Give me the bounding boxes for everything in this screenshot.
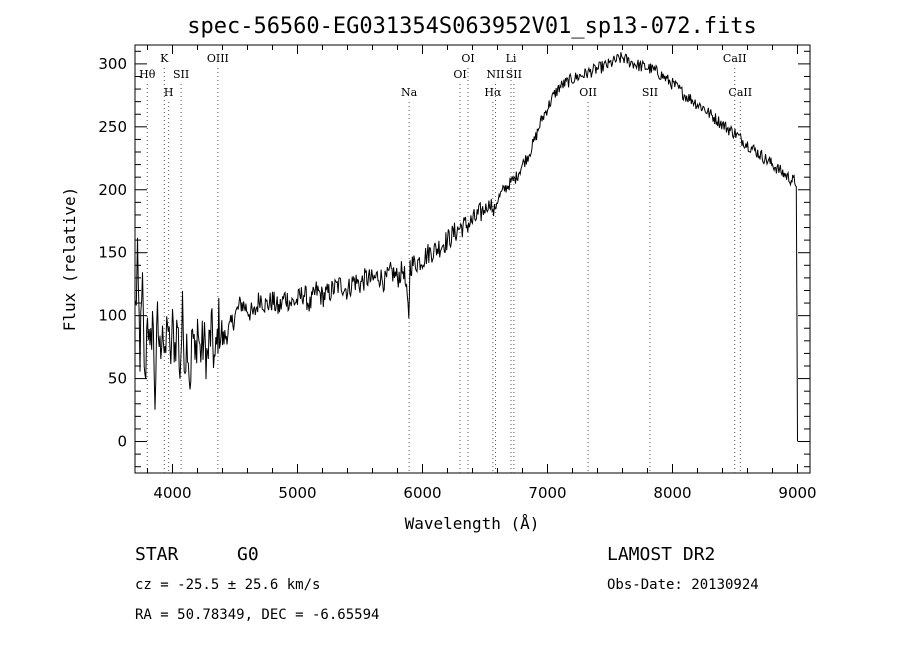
y-tick-label: 150 (98, 244, 127, 262)
y-tick-label: 300 (98, 55, 127, 73)
y-tick-label: 250 (98, 118, 127, 136)
x-tick-label: 6000 (403, 484, 441, 502)
line-marker-label: CaII (728, 86, 752, 99)
line-marker-label: Li (506, 52, 517, 65)
line-marker-label: Hα (484, 86, 502, 99)
subclass: G0 (237, 544, 259, 565)
spectrum-line (135, 52, 798, 442)
ra-dec: RA = 50.78349, DEC = -6.65594 (135, 607, 379, 623)
y-tick-label: 50 (108, 370, 127, 388)
chart-title: spec-56560-EG031354S063952V01_sp13-072.f… (187, 14, 757, 39)
axis-ticks: 4000 5000 6000 7000 8000 9000 0 50 100 150 200 250 3… (98, 45, 817, 502)
line-marker-label: CaII (723, 52, 747, 65)
line-marker-label: OIII (207, 52, 229, 65)
y-axis-label: Flux (relative) (60, 187, 79, 332)
series-group (135, 52, 798, 442)
object-type: STAR (135, 544, 179, 565)
y-tick-label: 100 (98, 307, 127, 325)
x-tick-label: 4000 (153, 484, 191, 502)
line-marker-label: OI (453, 68, 466, 81)
y-tick-label: 0 (117, 433, 127, 451)
x-axis-label: Wavelength (Å) (405, 514, 540, 533)
line-marker-label: Na (401, 86, 418, 99)
x-tick-label: 8000 (653, 484, 691, 502)
redshift-cz: cz = -25.5 ± 25.6 km/s (135, 577, 320, 593)
line-marker-label: SII (506, 68, 522, 81)
survey-name: LAMOST DR2 (607, 544, 715, 565)
line-marker-label: K (160, 52, 169, 65)
x-tick-label: 7000 (528, 484, 566, 502)
x-tick-label: 5000 (278, 484, 316, 502)
obs-date: Obs-Date: 20130924 (607, 577, 759, 593)
line-marker-label: Hθ (139, 68, 156, 81)
line-marker-label: NII (486, 68, 504, 81)
line-marker-label: SII (173, 68, 189, 81)
line-marker-label: OII (579, 86, 597, 99)
y-tick-label: 200 (98, 181, 127, 199)
line-marker-label: H (164, 86, 174, 99)
x-tick-label: 9000 (778, 484, 816, 502)
line-marker-label: OI (461, 52, 474, 65)
line-marker-label: SII (642, 86, 658, 99)
